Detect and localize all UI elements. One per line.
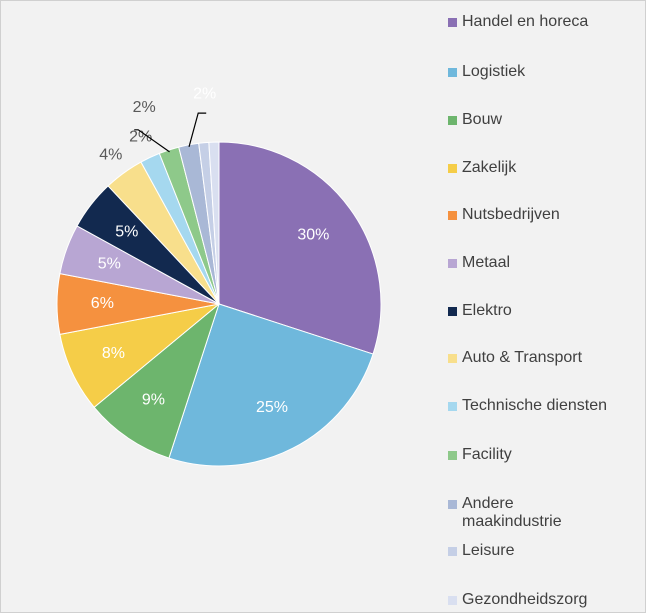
legend-label: Facility	[462, 446, 512, 463]
legend-label: Gezondheidszorg	[462, 591, 588, 608]
legend-swatch	[448, 259, 457, 268]
legend-swatch	[448, 307, 457, 316]
legend-item: Bouw	[448, 111, 638, 129]
legend-label: Bouw	[462, 111, 503, 128]
legend-item: Gezondheidszorg	[448, 591, 638, 609]
legend-label: Zakelijk	[462, 159, 517, 176]
legend-swatch	[448, 18, 457, 27]
data-label: 4%	[99, 146, 122, 163]
data-label: 5%	[98, 256, 121, 273]
legend-swatch	[448, 116, 457, 125]
legend-swatch	[448, 211, 457, 220]
legend-item: Leisure	[448, 542, 638, 560]
legend-item: Zakelijk	[448, 159, 638, 177]
legend-item: Technische diensten	[448, 397, 638, 415]
legend-swatch	[448, 500, 457, 509]
legend-label: Handel en horeca	[462, 13, 589, 30]
pie-slice	[208, 141, 220, 305]
pie-slice	[168, 303, 374, 467]
data-label: 25%	[256, 399, 288, 416]
legend-swatch	[448, 68, 457, 77]
data-label: 2%	[133, 99, 156, 116]
data-label: 2%	[193, 86, 216, 103]
data-label: 2%	[129, 129, 152, 146]
legend-item: Facility	[448, 446, 638, 464]
legend-item: Nutsbedrijven	[448, 206, 638, 224]
legend-label: Leisure	[462, 542, 515, 559]
legend-swatch	[448, 402, 457, 411]
legend-label: Elektro	[462, 302, 512, 319]
leader-line	[134, 129, 170, 153]
data-label: 5%	[115, 224, 138, 241]
legend-swatch	[448, 354, 457, 363]
pie-slice	[218, 141, 382, 355]
legend-swatch	[448, 547, 457, 556]
data-label: 6%	[91, 295, 114, 312]
legend-item: Andere maakindustrie	[448, 495, 638, 531]
legend-item: Logistiek	[448, 63, 638, 81]
legend-label: Nutsbedrijven	[462, 206, 560, 223]
legend-label: Metaal	[462, 254, 511, 271]
data-label: 30%	[297, 227, 329, 244]
legend-label: Logistiek	[462, 63, 526, 80]
leader-line	[188, 112, 207, 147]
legend-label: Andere maakindustrie	[462, 495, 562, 530]
data-label: 9%	[142, 392, 165, 409]
legend-swatch	[448, 596, 457, 605]
pie-slice	[93, 302, 221, 459]
legend-label: Technische diensten	[462, 397, 607, 414]
legend-label: Auto & Transport	[462, 349, 583, 366]
data-label: 8%	[102, 345, 125, 362]
legend-item: Elektro	[448, 302, 638, 320]
legend-item: Handel en horeca	[448, 13, 638, 31]
legend-swatch	[448, 451, 457, 460]
legend-item: Metaal	[448, 254, 638, 272]
legend-item: Auto & Transport	[448, 349, 638, 367]
legend-swatch	[448, 164, 457, 173]
